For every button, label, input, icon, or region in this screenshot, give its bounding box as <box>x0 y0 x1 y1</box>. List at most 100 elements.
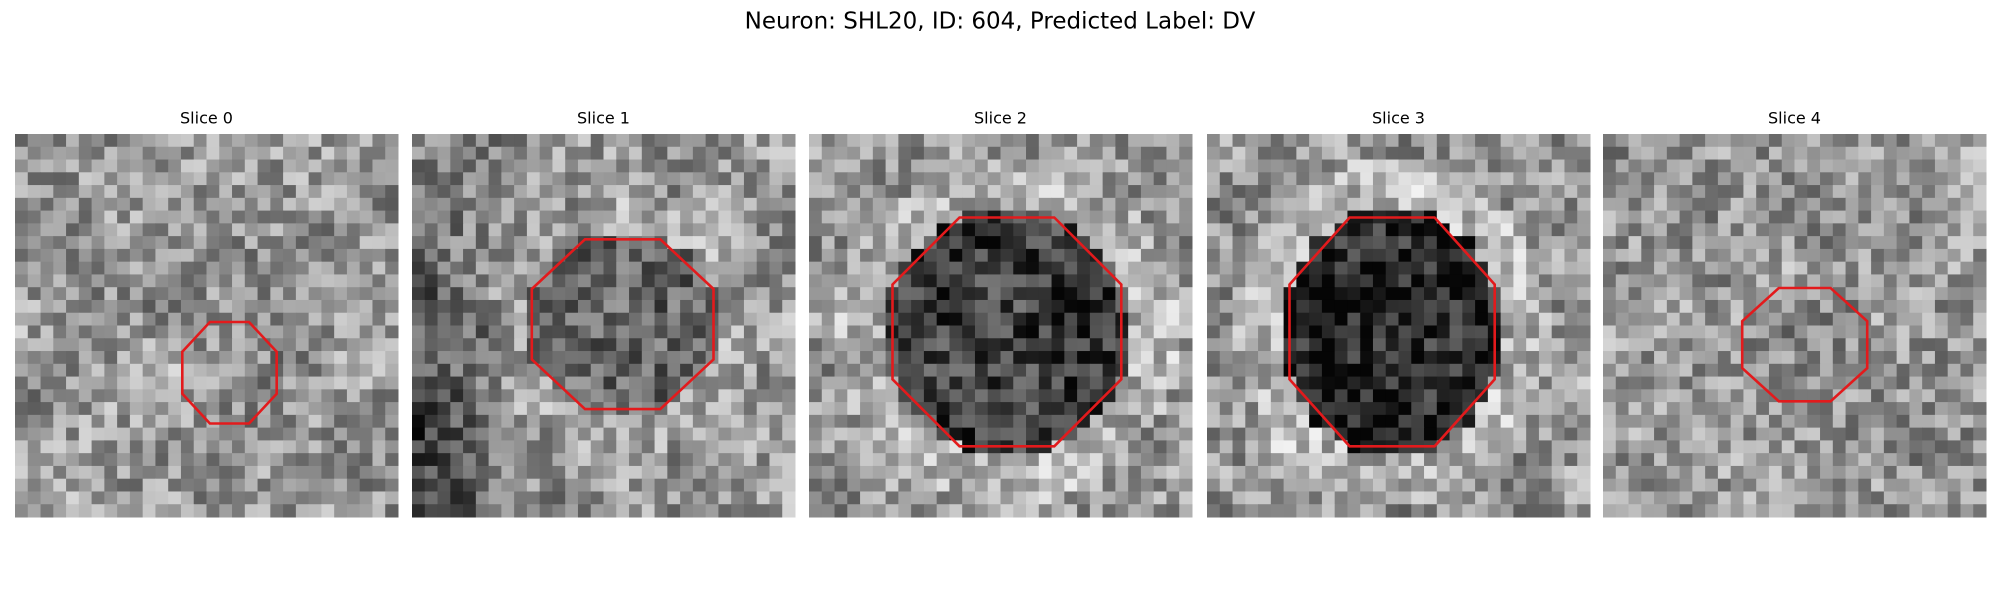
pixel <box>1179 402 1193 416</box>
pixel <box>616 338 630 352</box>
pixel <box>1577 465 1591 480</box>
pixel <box>1436 146 1451 161</box>
pixel <box>847 351 861 365</box>
pixel <box>1296 287 1310 301</box>
pixel <box>1820 223 1834 237</box>
pixel <box>539 414 553 429</box>
pixel <box>1896 414 1910 429</box>
pixel <box>206 363 220 378</box>
pixel <box>1743 491 1757 505</box>
pixel <box>1705 287 1719 301</box>
pixel <box>1102 146 1116 161</box>
pixel <box>295 172 310 186</box>
pixel <box>731 274 745 288</box>
pixel <box>705 478 719 492</box>
pixel <box>1692 478 1706 492</box>
pixel <box>1705 440 1719 454</box>
pixel <box>1179 478 1193 492</box>
pixel <box>15 223 29 237</box>
pixel <box>1258 338 1272 352</box>
pixel <box>206 504 220 518</box>
pixel <box>117 338 131 352</box>
pixel <box>641 465 656 480</box>
pixel <box>1385 465 1399 480</box>
pixel <box>1232 402 1246 416</box>
pixel <box>104 236 118 250</box>
pixel <box>911 185 925 199</box>
pixel <box>1166 210 1180 224</box>
pixel <box>1845 363 1859 378</box>
pixel <box>1140 248 1155 263</box>
pixel <box>1858 248 1872 263</box>
pixel <box>1436 172 1451 186</box>
pixel <box>295 465 310 480</box>
pixel <box>1334 261 1348 275</box>
pixel <box>1051 236 1065 250</box>
pixel <box>1628 236 1642 250</box>
pixel <box>1666 325 1681 339</box>
pixel <box>731 491 745 505</box>
pixel <box>834 440 848 454</box>
pixel <box>1692 172 1706 186</box>
pixel <box>860 504 874 518</box>
pixel <box>1679 453 1693 467</box>
pixel <box>898 146 912 161</box>
pixel <box>1245 134 1259 148</box>
pixel <box>1411 402 1425 416</box>
pixel <box>53 274 67 288</box>
pixel <box>1538 478 1553 492</box>
pixel <box>1768 236 1783 250</box>
pixel <box>129 134 144 148</box>
pixel <box>1245 146 1259 161</box>
pixel <box>53 261 67 275</box>
pixel <box>1513 440 1527 454</box>
pixel <box>629 134 643 148</box>
pixel <box>1743 287 1757 301</box>
pixel <box>1487 389 1502 403</box>
pixel <box>1615 172 1630 186</box>
pixel <box>911 248 925 263</box>
pixel <box>1026 197 1040 212</box>
pixel <box>295 338 310 352</box>
pixel <box>514 478 528 492</box>
pixel <box>232 325 246 339</box>
pixel <box>1832 210 1847 224</box>
pixel <box>142 248 156 263</box>
pixel <box>680 261 694 275</box>
pixel <box>654 223 668 237</box>
pixel <box>1973 185 1987 199</box>
pixel <box>629 338 643 352</box>
pixel <box>1000 338 1014 352</box>
pixel <box>603 465 617 480</box>
pixel <box>1296 236 1310 250</box>
pixel <box>488 248 502 263</box>
pixel <box>987 351 1001 365</box>
pixel <box>834 172 848 186</box>
pixel <box>821 248 836 263</box>
pixel <box>847 299 861 314</box>
pixel <box>40 172 54 186</box>
pixel <box>308 440 322 454</box>
pixel <box>91 236 105 250</box>
pixel <box>1309 427 1323 441</box>
pixel <box>1577 248 1591 263</box>
pixel <box>53 159 67 173</box>
pixel <box>1487 197 1502 212</box>
pixel <box>359 351 373 365</box>
pixel <box>40 427 54 441</box>
pixel <box>1219 351 1234 365</box>
pixel <box>1679 440 1693 454</box>
pixel <box>1538 351 1553 365</box>
pixel <box>180 376 195 390</box>
pixel <box>821 287 836 301</box>
pixel <box>180 491 195 505</box>
pixel <box>539 210 553 224</box>
pixel <box>15 197 29 212</box>
pixel <box>501 389 515 403</box>
pixel <box>463 223 477 237</box>
pixel <box>1538 376 1553 390</box>
pixel <box>1270 159 1285 173</box>
pixel <box>1026 376 1040 390</box>
pixel <box>756 210 770 224</box>
pixel <box>936 197 950 212</box>
